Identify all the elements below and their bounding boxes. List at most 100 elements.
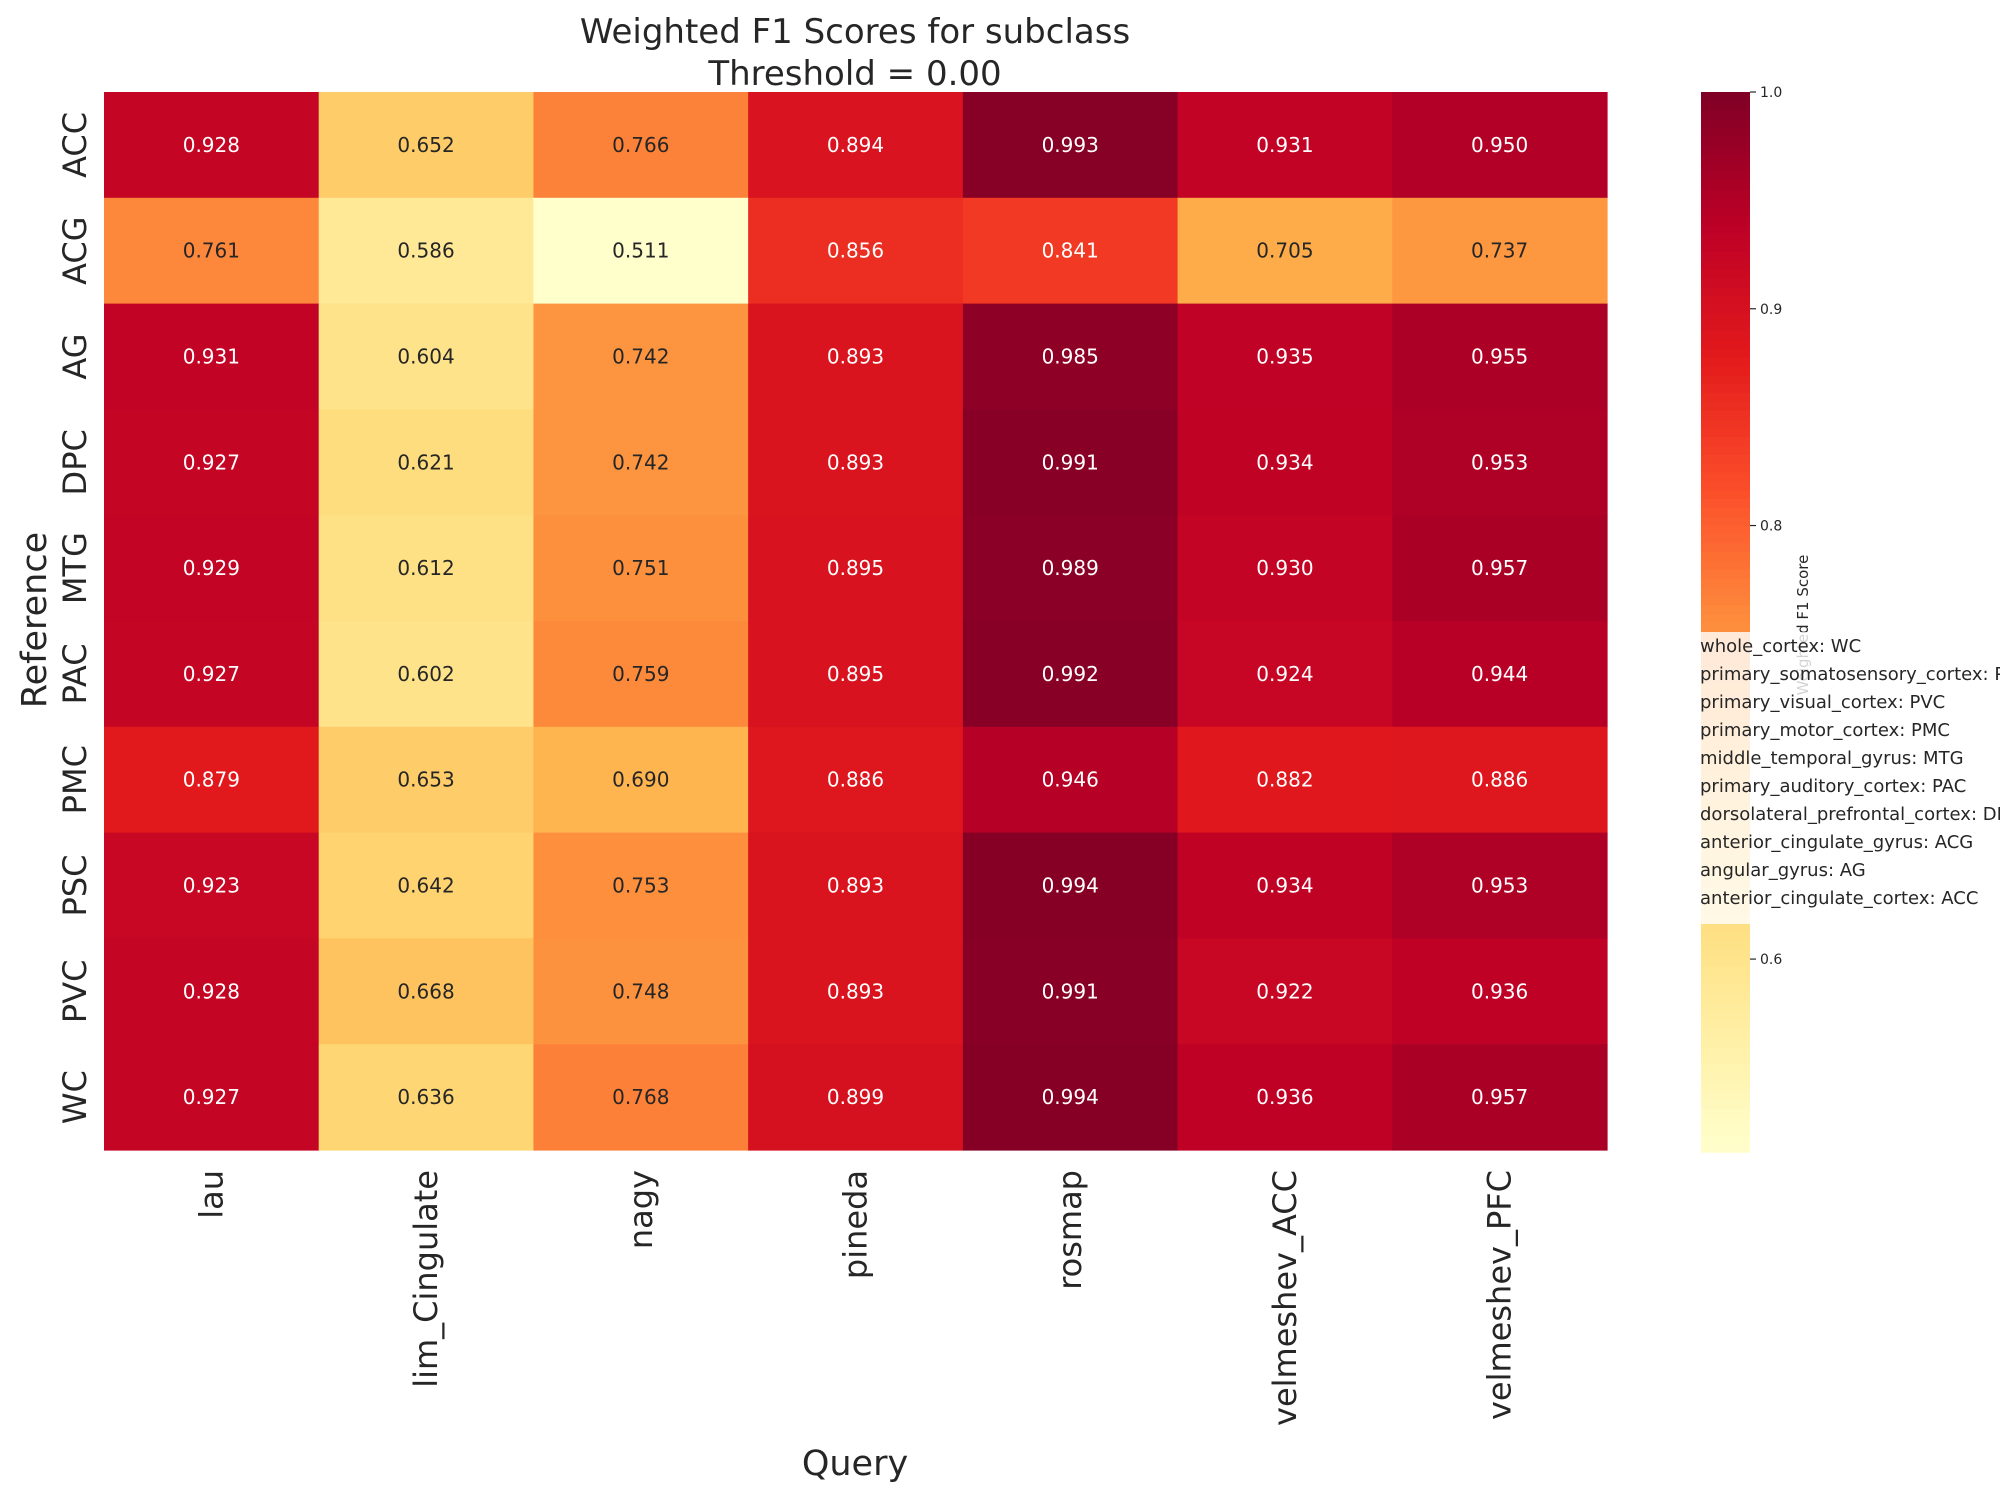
x-tick-labels: lau lim_Cingulate nagy pineda rosmap velmeshe… — [192, 1170, 1518, 1426]
colorbar-tick-label: 0.8 — [1760, 519, 1782, 535]
cell-value-label: 0.668 — [397, 979, 454, 1003]
colorbar-segment — [1701, 259, 1750, 270]
heatmap-cell — [748, 832, 964, 939]
heatmap-cell — [104, 92, 320, 199]
cell-value-label: 0.927 — [183, 450, 240, 474]
cell-value-label: 0.936 — [1471, 979, 1528, 1003]
cell-value-label: 0.705 — [1256, 239, 1313, 263]
heatmap-cell — [533, 832, 749, 939]
heatmap-cell — [533, 515, 749, 622]
legend-entry: primary_auditory_cortex: PAC — [1700, 776, 1966, 797]
colorbar-segment — [1701, 940, 1750, 950]
colorbar-segment — [1701, 1019, 1750, 1030]
legend-entry: middle_temporal_gyrus: MTG — [1700, 748, 1964, 769]
colorbar-segment — [1701, 206, 1750, 217]
cell-value-label: 0.899 — [827, 1085, 884, 1109]
x-tick-label: pineda — [837, 1170, 875, 1279]
colorbar-segment — [1701, 180, 1750, 190]
y-tick-label: ACG — [56, 216, 94, 284]
cell-value-label: 0.930 — [1256, 556, 1313, 580]
colorbar-segment — [1701, 1072, 1750, 1083]
colorbar-tick-label: 0.6 — [1760, 952, 1782, 968]
heatmap-cell — [104, 938, 320, 1045]
cell-value-label: 0.994 — [1042, 1085, 1099, 1109]
heatmap-cell — [318, 92, 535, 199]
cell-value-label: 0.612 — [397, 556, 454, 580]
heatmap-cell — [533, 1044, 749, 1151]
legend-entry: anterior_cingulate_gyrus: ACG — [1700, 832, 1973, 853]
colorbar-segment — [1701, 966, 1750, 977]
colorbar-segment — [1701, 357, 1750, 367]
heatmap-cell — [104, 726, 320, 834]
colorbar-segment — [1701, 427, 1750, 438]
cell-value-label: 0.652 — [397, 133, 454, 157]
colorbar-segment — [1701, 542, 1750, 553]
heatmap-cell — [533, 938, 749, 1045]
colorbar-segment — [1701, 551, 1750, 561]
heatmap-cell — [748, 92, 964, 199]
cell-value-label: 0.931 — [183, 345, 240, 369]
cell-value-label: 0.985 — [1042, 345, 1099, 369]
colorbar-segment — [1701, 410, 1750, 420]
cell-value-label: 0.751 — [612, 556, 669, 580]
y-tick-label: DPC — [56, 429, 94, 495]
cell-value-label: 0.895 — [827, 662, 884, 686]
heatmap-cell — [1392, 303, 1608, 410]
colorbar-segment — [1701, 445, 1750, 455]
colorbar-segment — [1701, 489, 1750, 500]
colorbar-segment — [1701, 136, 1750, 146]
heatmap-cell — [962, 832, 1179, 939]
cell-value-label: 0.989 — [1042, 556, 1099, 580]
colorbar-segment — [1701, 560, 1750, 570]
colorbar-segment — [1701, 1054, 1750, 1065]
region-legend: whole_cortex: WC primary_somatosensory_co… — [1696, 632, 2000, 924]
heatmap-cell — [318, 621, 535, 728]
cell-value-label: 0.934 — [1256, 450, 1313, 474]
colorbar-segment — [1701, 613, 1750, 623]
colorbar-segment — [1701, 277, 1750, 288]
colorbar-segment — [1701, 948, 1750, 959]
legend-box — [1696, 632, 2000, 924]
heatmap-cell — [962, 1044, 1179, 1151]
y-axis-label: Reference — [15, 532, 55, 708]
heatmap-cell — [962, 726, 1179, 834]
colorbar-segment — [1701, 100, 1750, 111]
colorbar-segment — [1701, 586, 1750, 597]
cell-value-label: 0.928 — [183, 133, 240, 157]
heatmap-cell — [318, 303, 535, 410]
heatmap-cell — [318, 726, 535, 834]
cell-value-label: 0.957 — [1471, 1085, 1528, 1109]
cell-value-label: 0.931 — [1256, 133, 1313, 157]
cell-value-label: 0.737 — [1471, 239, 1528, 263]
heatmap-cell — [318, 938, 535, 1045]
y-tick-labels: ACC ACG AG DPC MTG PAC PMC PSC PVC WC — [56, 112, 94, 1124]
cell-value-label: 0.886 — [1471, 768, 1528, 792]
x-axis-label: Query — [802, 1444, 908, 1484]
colorbar-segment — [1701, 145, 1750, 155]
cell-value-label: 0.923 — [183, 874, 240, 898]
cell-value-label: 0.511 — [612, 239, 669, 263]
heatmap-cell — [104, 409, 320, 516]
colorbar-segment — [1701, 418, 1750, 429]
colorbar-segment — [1701, 569, 1750, 579]
heatmap-cell — [962, 621, 1179, 728]
cell-value-label: 0.636 — [397, 1085, 454, 1109]
cell-value-label: 0.893 — [827, 979, 884, 1003]
colorbar-segment — [1701, 401, 1750, 411]
colorbar-segment — [1701, 622, 1750, 632]
heatmap-cell — [1392, 938, 1608, 1045]
y-tick-label: PAC — [56, 643, 94, 704]
heatmap-cell — [1392, 409, 1608, 516]
chart-title-line-1: Weighted F1 Scores for subclass — [580, 12, 1130, 52]
heatmap-cell — [318, 1044, 535, 1151]
colorbar-segment — [1701, 922, 1750, 932]
legend-entry: primary_motor_cortex: PMC — [1700, 720, 1950, 741]
colorbar-segment — [1701, 984, 1750, 994]
cell-value-label: 0.994 — [1042, 874, 1099, 898]
heatmap-cell — [748, 409, 964, 516]
colorbar-segment — [1701, 1090, 1750, 1100]
cell-value-label: 0.856 — [827, 239, 884, 263]
cell-value-label: 0.742 — [612, 450, 669, 474]
cell-value-label: 0.935 — [1256, 345, 1313, 369]
